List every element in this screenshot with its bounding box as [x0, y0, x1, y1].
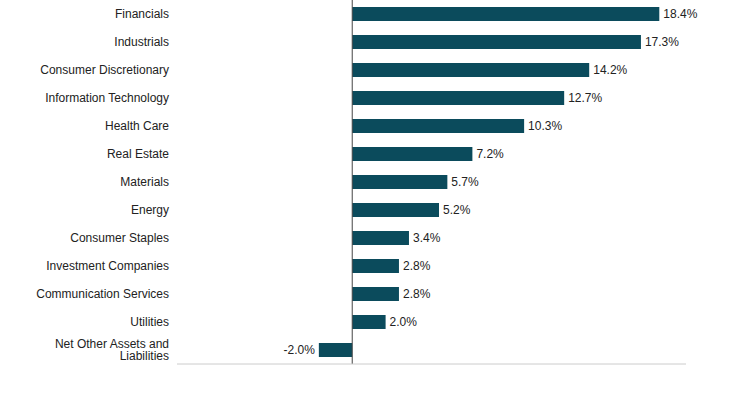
svg-text:2.8%: 2.8%	[403, 259, 431, 273]
svg-text:Health Care: Health Care	[105, 119, 169, 133]
svg-text:Consumer Staples: Consumer Staples	[70, 231, 169, 245]
svg-text:Financials: Financials	[115, 7, 169, 21]
svg-text:5.7%: 5.7%	[451, 175, 479, 189]
svg-text:Investment Companies: Investment Companies	[46, 259, 169, 273]
svg-text:2.0%: 2.0%	[390, 315, 418, 329]
svg-text:18.4%: 18.4%	[663, 7, 697, 21]
svg-text:Industrials: Industrials	[114, 35, 169, 49]
svg-text:Communication Services: Communication Services	[36, 287, 169, 301]
svg-text:Net Other Assets andLiabilitie: Net Other Assets andLiabilities	[55, 337, 169, 363]
svg-text:7.2%: 7.2%	[476, 147, 504, 161]
svg-text:5.2%: 5.2%	[443, 203, 471, 217]
svg-text:Materials: Materials	[120, 175, 169, 189]
svg-text:14.2%: 14.2%	[593, 63, 627, 77]
svg-text:17.3%: 17.3%	[645, 35, 679, 49]
svg-text:Consumer Discretionary: Consumer Discretionary	[40, 63, 169, 77]
svg-text:10.3%: 10.3%	[528, 119, 562, 133]
svg-text:Information Technology: Information Technology	[45, 91, 169, 105]
svg-text:12.7%: 12.7%	[568, 91, 602, 105]
svg-text:Energy: Energy	[131, 203, 169, 217]
svg-text:Real Estate: Real Estate	[107, 147, 169, 161]
svg-text:3.4%: 3.4%	[413, 231, 441, 245]
svg-text:Utilities: Utilities	[130, 315, 169, 329]
svg-text:2.8%: 2.8%	[403, 287, 431, 301]
svg-text:-2.0%: -2.0%	[283, 343, 315, 357]
